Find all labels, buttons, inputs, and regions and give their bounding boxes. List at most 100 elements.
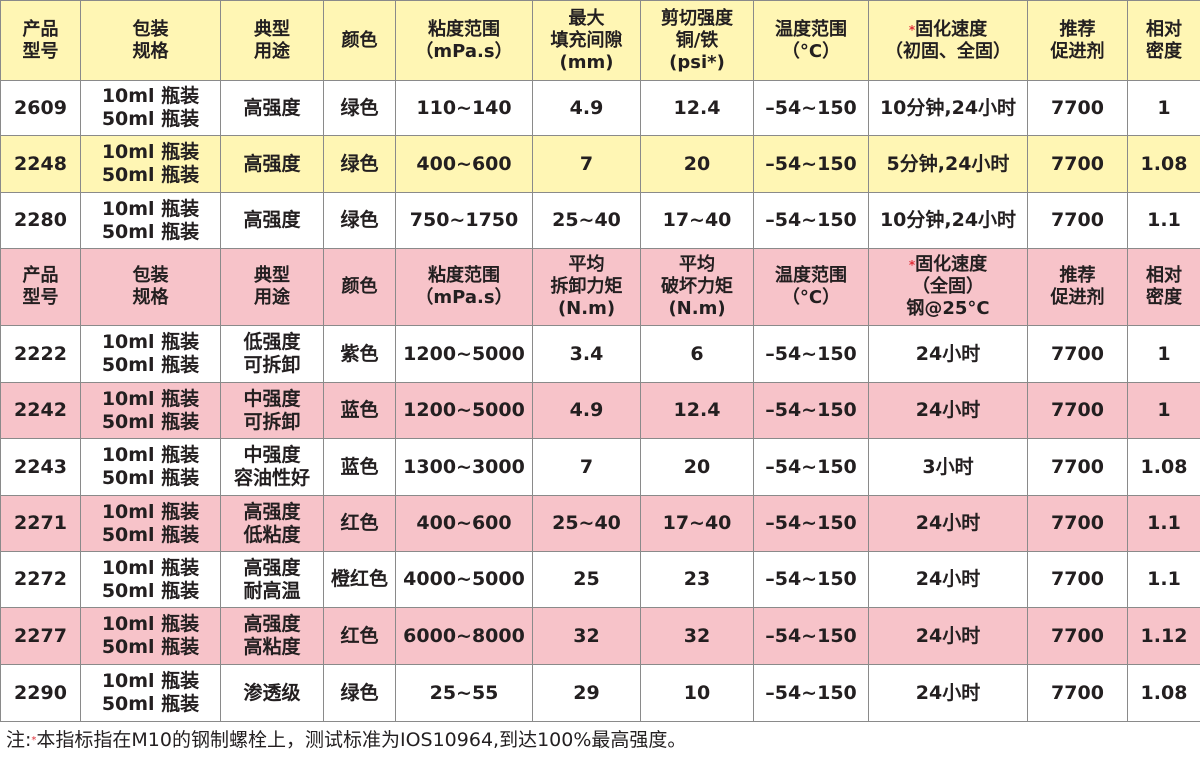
cell-col6: 32	[533, 608, 641, 665]
cell-col6: 25~40	[533, 496, 641, 552]
cell-model: 2248	[1, 136, 81, 193]
cell-density: 1.08	[1128, 136, 1200, 193]
cell-package: 10ml 瓶装 50ml 瓶装	[81, 326, 221, 383]
cell-package: 10ml 瓶装 50ml 瓶装	[81, 439, 221, 496]
header-text: 推荐 促进剂	[1051, 19, 1105, 62]
header-cure-speed: *固化速度 （全固） 钢@25°C	[869, 249, 1028, 326]
header-density: 相对 密度	[1128, 249, 1200, 326]
header-accelerator: 推荐 促进剂	[1028, 1, 1128, 81]
header-temperature: 温度范围 （°C）	[754, 249, 869, 326]
header-text: 产品 型号	[23, 19, 59, 62]
header-accelerator: 推荐 促进剂	[1028, 249, 1128, 326]
cell-cure-speed: 24小时	[869, 608, 1028, 665]
cell-col6: 7	[533, 136, 641, 193]
cell-model: 2277	[1, 608, 81, 665]
header-row: 产品 型号包装 规格典型 用途颜色粘度范围 （mPa.s）最大 填充间隙 (mm…	[1, 1, 1200, 81]
header-viscosity: 粘度范围 （mPa.s）	[396, 249, 533, 326]
cell-accelerator: 7700	[1028, 608, 1128, 665]
header-text: 固化速度 （初固、全固）	[885, 19, 1011, 62]
cell-col7: 32	[641, 608, 754, 665]
header-text: 典型 用途	[254, 265, 290, 308]
cell-package: 10ml 瓶装 50ml 瓶装	[81, 608, 221, 665]
cell-viscosity: 400~600	[396, 496, 533, 552]
cell-temperature: –54~150	[754, 439, 869, 496]
cell-usage: 高强度 耐高温	[221, 552, 324, 608]
cell-cure-speed: 10分钟,24小时	[869, 81, 1028, 136]
header-usage: 典型 用途	[221, 1, 324, 81]
header-model: 产品 型号	[1, 249, 81, 326]
cell-density: 1.12	[1128, 608, 1200, 665]
header-cure-speed: *固化速度 （初固、全固）	[869, 1, 1028, 81]
footnote: 注:*本指标指在M10的钢制螺栓上，测试标准为IOS10964,到达100%最高…	[0, 722, 1200, 759]
header-text: 粘度范围 （mPa.s）	[415, 19, 512, 62]
header-col7: 剪切强度 铜/铁 (psi*)	[641, 1, 754, 81]
cell-accelerator: 7700	[1028, 439, 1128, 496]
cell-model: 2222	[1, 326, 81, 383]
cell-usage: 高强度 高粘度	[221, 608, 324, 665]
cell-model: 2280	[1, 193, 81, 249]
cell-package: 10ml 瓶装 50ml 瓶装	[81, 383, 221, 439]
header-color: 颜色	[324, 1, 396, 81]
header-model: 产品 型号	[1, 1, 81, 81]
product-spec-table: 产品 型号包装 规格典型 用途颜色粘度范围 （mPa.s）最大 填充间隙 (mm…	[0, 0, 1200, 722]
cell-usage: 高强度 低粘度	[221, 496, 324, 552]
cell-color: 红色	[324, 608, 396, 665]
cell-color: 橙红色	[324, 552, 396, 608]
cell-density: 1.08	[1128, 439, 1200, 496]
cell-accelerator: 7700	[1028, 326, 1128, 383]
cell-density: 1.1	[1128, 552, 1200, 608]
cell-usage: 中强度 容油性好	[221, 439, 324, 496]
cell-package: 10ml 瓶装 50ml 瓶装	[81, 552, 221, 608]
header-text: 推荐 促进剂	[1051, 265, 1105, 308]
cell-col6: 3.4	[533, 326, 641, 383]
header-text: 包装 规格	[133, 19, 169, 62]
cell-accelerator: 7700	[1028, 665, 1128, 722]
cell-usage: 高强度	[221, 193, 324, 249]
cell-temperature: –54~150	[754, 326, 869, 383]
cell-density: 1.08	[1128, 665, 1200, 722]
cell-viscosity: 400~600	[396, 136, 533, 193]
cell-col7: 20	[641, 136, 754, 193]
cell-col7: 23	[641, 552, 754, 608]
cell-package: 10ml 瓶装 50ml 瓶装	[81, 81, 221, 136]
header-text: 平均 拆卸力矩 (N.m)	[551, 254, 623, 319]
cell-color: 绿色	[324, 136, 396, 193]
cell-density: 1.1	[1128, 193, 1200, 249]
cell-model: 2272	[1, 552, 81, 608]
header-text: 颜色	[342, 276, 378, 297]
cell-col7: 20	[641, 439, 754, 496]
cell-cure-speed: 5分钟,24小时	[869, 136, 1028, 193]
header-text: 颜色	[342, 30, 378, 51]
header-package: 包装 规格	[81, 249, 221, 326]
cell-col6: 7	[533, 439, 641, 496]
cell-col6: 25	[533, 552, 641, 608]
cell-cure-speed: 24小时	[869, 552, 1028, 608]
cell-model: 2609	[1, 81, 81, 136]
cell-model: 2271	[1, 496, 81, 552]
header-temperature: 温度范围 （°C）	[754, 1, 869, 81]
cell-accelerator: 7700	[1028, 496, 1128, 552]
cell-viscosity: 1300~3000	[396, 439, 533, 496]
cell-usage: 渗透级	[221, 665, 324, 722]
cell-col6: 29	[533, 665, 641, 722]
cell-viscosity: 110~140	[396, 81, 533, 136]
header-col6: 平均 拆卸力矩 (N.m)	[533, 249, 641, 326]
cell-cure-speed: 24小时	[869, 665, 1028, 722]
header-row: 产品 型号包装 规格典型 用途 颜色粘度范围 （mPa.s） 平均 拆卸力矩 (N.…	[1, 249, 1200, 326]
cell-temperature: –54~150	[754, 136, 869, 193]
cell-usage: 高强度	[221, 136, 324, 193]
cell-color: 红色	[324, 496, 396, 552]
cell-package: 10ml 瓶装 50ml 瓶装	[81, 496, 221, 552]
cell-temperature: –54~150	[754, 193, 869, 249]
header-text: 相对 密度	[1146, 265, 1182, 308]
cell-col7: 12.4	[641, 81, 754, 136]
cell-model: 2242	[1, 383, 81, 439]
